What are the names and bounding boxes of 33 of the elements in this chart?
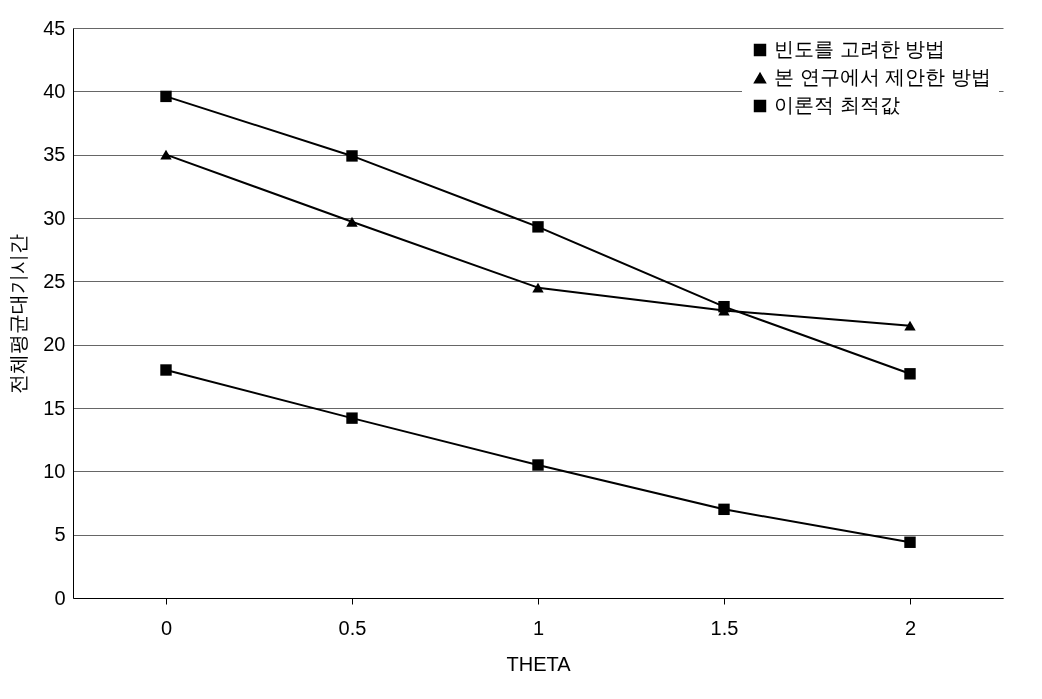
x-axis-title: THETA xyxy=(506,652,572,675)
point xyxy=(160,90,172,103)
y-tick-label: 35 xyxy=(43,143,66,166)
y-tick-label: 20 xyxy=(43,333,66,356)
point xyxy=(346,150,358,162)
y-tick-label: 5 xyxy=(54,523,66,546)
point xyxy=(532,459,544,471)
legend-label: 이론적 최적값 xyxy=(774,94,900,116)
x-tick-label: 1 xyxy=(532,616,545,639)
point xyxy=(532,282,544,293)
point xyxy=(904,368,916,380)
y-tick-label: 40 xyxy=(43,79,66,102)
legend-label: 빈도를 고려한 방법 xyxy=(774,38,946,60)
x-tick-label: 0 xyxy=(160,616,173,639)
x-tick-label: 2 xyxy=(904,616,917,639)
point xyxy=(904,320,916,331)
y-tick-label: 45 xyxy=(43,16,66,39)
legend-label: 본 연구에서 제안한 방법 xyxy=(774,66,991,88)
x-tick-label: 1.5 xyxy=(710,616,739,639)
y-tick-label: 10 xyxy=(43,459,66,482)
y-tick-label: 0 xyxy=(54,586,66,609)
point xyxy=(718,503,730,516)
point xyxy=(160,364,172,376)
point xyxy=(904,536,916,548)
point xyxy=(346,412,358,424)
point xyxy=(532,221,544,233)
y-tick-label: 15 xyxy=(43,396,66,419)
point xyxy=(346,216,358,227)
y-tick-label: 25 xyxy=(43,269,66,292)
x-tick-label: 0.5 xyxy=(338,616,367,639)
y-axis-title: 전체평균대기시간 xyxy=(7,233,30,394)
point xyxy=(160,149,172,160)
y-tick-label: 30 xyxy=(43,206,66,229)
